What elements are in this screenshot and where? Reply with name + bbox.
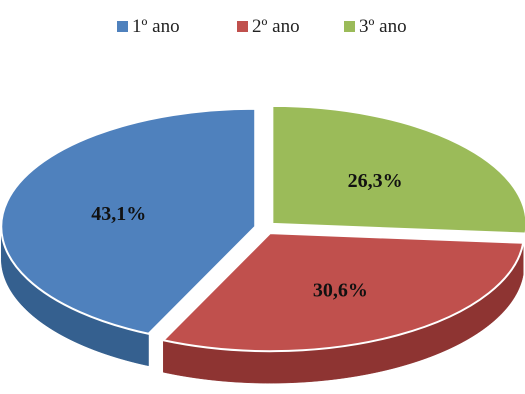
data-label-2: 30,6% bbox=[313, 279, 368, 301]
data-labels: 43,1% 30,6% 26,3% bbox=[91, 170, 402, 301]
data-label-1: 43,1% bbox=[91, 203, 146, 225]
legend-swatch-3 bbox=[344, 21, 355, 32]
legend-label-3: 3º ano bbox=[359, 16, 407, 37]
pie-slice-1 bbox=[0, 107, 257, 335]
pie-slice-3 bbox=[271, 104, 525, 235]
legend-label-1: 1º ano bbox=[132, 16, 180, 37]
legend-label-2: 2º ano bbox=[252, 16, 300, 37]
legend-swatch-1 bbox=[117, 21, 128, 32]
legend: 1º ano 2º ano 3º ano bbox=[117, 16, 407, 37]
pie-tops bbox=[0, 104, 525, 353]
pie-slice-2 bbox=[161, 232, 525, 353]
legend-swatch-2 bbox=[237, 21, 248, 32]
data-label-3: 26,3% bbox=[348, 170, 403, 192]
